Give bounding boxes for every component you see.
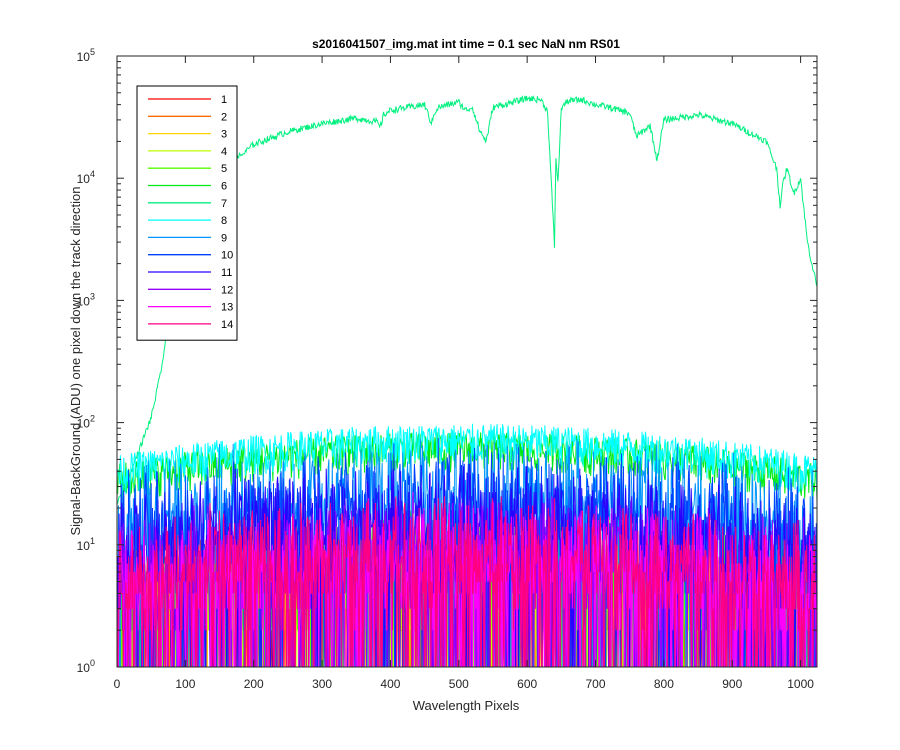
legend-label-4: 4 xyxy=(221,146,227,158)
legend-label-1: 1 xyxy=(221,94,227,106)
x-tick-label: 900 xyxy=(722,677,742,691)
x-axis-ticks: 0 100 200 300 400 500 600 700 800 900 1000 xyxy=(114,56,814,691)
legend-box xyxy=(136,85,238,341)
x-tick-label: 100 xyxy=(175,677,195,691)
x-tick-label: 700 xyxy=(586,677,606,691)
x-tick-label: 0 xyxy=(114,677,121,691)
legend-label-10: 10 xyxy=(221,250,233,262)
y-tick-exponent: 4 xyxy=(90,169,95,179)
legend-label-14: 14 xyxy=(221,319,233,331)
x-tick-label: 200 xyxy=(244,677,264,691)
series-layer xyxy=(117,95,817,667)
legend-label-8: 8 xyxy=(221,215,227,227)
series-line-14 xyxy=(117,496,817,667)
x-tick-label: 800 xyxy=(654,677,674,691)
legend-label-2: 2 xyxy=(221,111,227,123)
legend-label-3: 3 xyxy=(221,129,227,141)
x-tick-label: 300 xyxy=(312,677,332,691)
y-tick-exponent: 5 xyxy=(90,47,95,57)
x-tick-label: 500 xyxy=(449,677,469,691)
y-tick-exponent: 1 xyxy=(90,536,95,546)
x-axis-label: Wavelength Pixels xyxy=(413,698,520,713)
legend-label-11: 11 xyxy=(221,267,232,279)
chart-title: s2016041507_img.mat int time = 0.1 sec N… xyxy=(312,37,620,51)
x-tick-label: 1000 xyxy=(787,677,814,691)
y-tick-exponent: 3 xyxy=(90,291,95,301)
y-tick-exponent: 2 xyxy=(90,414,95,424)
legend-label-6: 6 xyxy=(221,181,227,193)
x-tick-label: 600 xyxy=(517,677,537,691)
legend-label-12: 12 xyxy=(221,284,233,296)
axes-box xyxy=(116,55,818,668)
y-tick-exponent: 0 xyxy=(90,658,95,668)
legend-label-9: 9 xyxy=(221,232,227,244)
legend-label-7: 7 xyxy=(221,198,227,210)
legend-label-13: 13 xyxy=(221,302,233,314)
legend-label-5: 5 xyxy=(221,163,227,175)
x-tick-label: 400 xyxy=(380,677,400,691)
y-axis-label: Signal-BackGround (ADU) one pixel down t… xyxy=(68,186,83,535)
